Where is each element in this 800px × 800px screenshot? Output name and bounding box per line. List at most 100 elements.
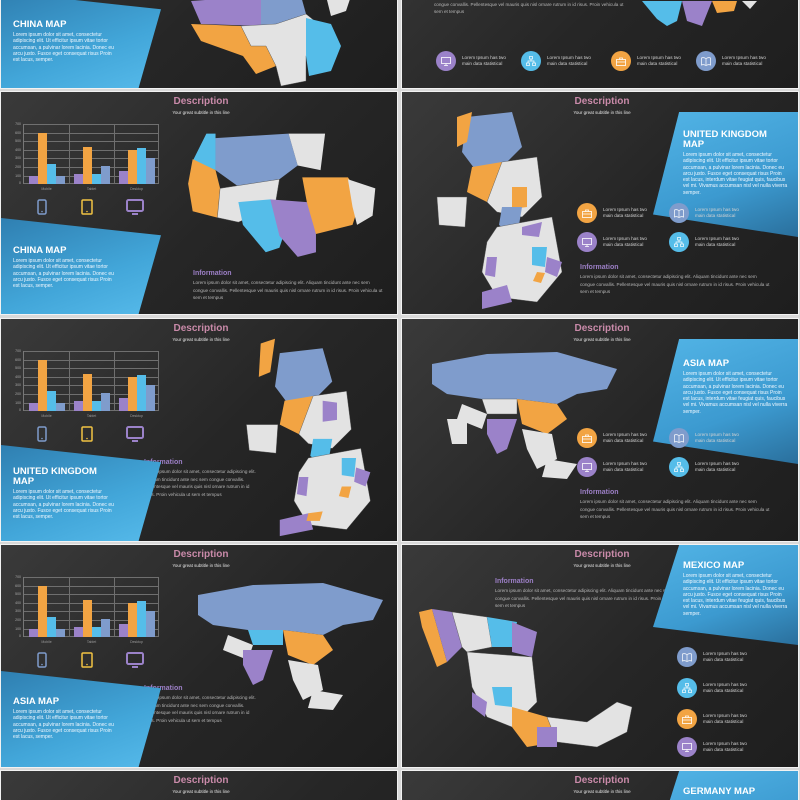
mexico-map — [419, 609, 633, 748]
description-header: Description Your great subtitle in this … — [502, 549, 702, 568]
information-title: Information — [580, 264, 619, 271]
book-icon — [696, 51, 716, 71]
slide-mexico-map[interactable]: Description Your great subtitle in this … — [401, 544, 799, 768]
panel-title: ASIA MAP — [683, 358, 730, 369]
book-icon — [677, 647, 697, 667]
information-body: Lorem ipsum dolor sit amet, consectetur … — [144, 695, 256, 723]
monitor-icon — [126, 652, 144, 668]
panel-body: Lorem ipsum dolor sit amet, consectetur … — [683, 152, 788, 196]
description-header: Description Your great subtitle in this … — [101, 323, 301, 342]
info-panel: MEXICO MAP Lorem ipsum dolor sit amet, c… — [653, 545, 798, 645]
stat-item: Lorem Ipsum has two main data statistical — [677, 737, 758, 757]
book-icon — [669, 203, 689, 223]
panel-body: Lorem ipsum dolor sit amet, consectetur … — [13, 489, 114, 521]
tablet-icon — [81, 652, 93, 668]
stat-item: Lorem Ipsum has two main data statistical — [521, 51, 602, 71]
tablet-icon — [81, 426, 93, 442]
description-subtitle: Your great subtitle in this line — [573, 563, 631, 568]
briefcase-icon — [677, 709, 697, 729]
description-title: Description — [574, 775, 630, 786]
information-title: Information — [193, 270, 232, 277]
information-body: Lorem ipsum dolor sit amet, consectetur … — [193, 280, 383, 300]
device-icons — [21, 199, 161, 219]
information-title: Information — [495, 578, 534, 585]
description-header: Description Your great subtitle in this … — [101, 775, 301, 794]
stat-item: Lorem Ipsum has two main data statistical — [577, 457, 658, 477]
bar-chart: Mobile Tablet Desktop 700 600 500 400 30… — [11, 122, 161, 191]
panel-body: Lorem ipsum dolor sit amet, consectetur … — [683, 573, 788, 617]
monitor-icon — [126, 426, 144, 442]
stat-item: Lorem Ipsum has two main data statistical — [677, 647, 758, 667]
slide-partial-bottom-left[interactable]: Description Your great subtitle in this … — [0, 770, 398, 800]
description-subtitle: Your great subtitle in this line — [573, 337, 631, 342]
panel-body: Lorem ipsum dolor sit amet, consectetur … — [13, 258, 114, 290]
monitor-icon — [577, 232, 597, 252]
information-title: Information — [580, 489, 619, 496]
stat-item: Lorem Ipsum has two main data statistical — [669, 203, 750, 223]
information-title: Information — [144, 459, 183, 466]
information-block: Information Lorem ipsum dolor sit amet, … — [144, 459, 259, 498]
information-block: Information Lorem ipsum dolor sit amet, … — [144, 685, 259, 724]
information-body: Lorem ipsum dolor sit amet, consectetur … — [144, 469, 256, 497]
information-body: Lorem ipsum dolor sit amet, consectetur … — [434, 1, 624, 15]
panel-title: ASIA MAP — [13, 696, 60, 707]
stat-item: Lorem Ipsum has two main data statistical — [696, 51, 777, 71]
description-title: Description — [574, 323, 630, 334]
briefcase-icon — [577, 428, 597, 448]
stat-item: Lorem Ipsum has two main data statistical — [436, 51, 517, 71]
sitemap-icon — [669, 232, 689, 252]
info-panel: UNITED KINGDOM MAP Lorem ipsum dolor sit… — [1, 445, 161, 541]
panel-body: Lorem ipsum dolor sit amet, consectetur … — [13, 32, 114, 64]
panel-title: UNITED KINGDOM MAP — [683, 129, 767, 150]
briefcase-icon — [577, 203, 597, 223]
slide-canada-stats[interactable]: Lorem ipsum dolor sit amet, consectetur … — [401, 0, 799, 89]
stat-item: Lorem Ipsum has two main data statistical — [577, 232, 658, 252]
information-block: Information Lorem ipsum dolor sit amet, … — [495, 578, 685, 610]
information-body: Lorem ipsum dolor sit amet, consectetur … — [580, 499, 770, 519]
canada-map-partial — [642, 1, 757, 26]
slide-united-kingdom-map-chart[interactable]: Description Your great subtitle in this … — [0, 318, 398, 542]
panel-title: CHINA MAP — [13, 245, 67, 256]
slide-asia-map-chart[interactable]: Description Your great subtitle in this … — [0, 544, 398, 768]
panel-title: CHINA MAP — [13, 19, 67, 30]
bar-chart: Mobile Tablet Desktop 700 600 500 400 30… — [11, 575, 161, 644]
description-subtitle: Your great subtitle in this line — [573, 789, 631, 794]
description-header: Description Your great subtitle in this … — [502, 775, 702, 794]
description-subtitle: Your great subtitle in this line — [172, 110, 230, 115]
information-body: Lorem ipsum dolor sit amet, consectetur … — [495, 588, 685, 608]
briefcase-icon — [611, 51, 631, 71]
slide-asia-map[interactable]: Description Your great subtitle in this … — [401, 318, 799, 542]
panel-body: Lorem ipsum dolor sit amet, consectetur … — [13, 709, 114, 741]
description-title: Description — [173, 549, 229, 560]
monitor-icon — [436, 51, 456, 71]
stat-item: Lorem Ipsum has two main data statistical — [669, 232, 750, 252]
description-header: Description Your great subtitle in this … — [101, 549, 301, 568]
information-title: Information — [144, 685, 183, 692]
information-block: Lorem ipsum dolor sit amet, consectetur … — [434, 0, 624, 16]
uk-map — [436, 112, 562, 309]
description-header: Description Your great subtitle in this … — [502, 96, 702, 115]
slide-canada-map-chart[interactable]: Description Your great subtitle in this … — [0, 91, 398, 315]
monitor-icon — [126, 199, 144, 215]
panel-title: GERMANY MAP — [683, 786, 756, 797]
description-subtitle: Your great subtitle in this line — [172, 789, 230, 794]
description-header: Description Your great subtitle in this … — [101, 96, 301, 115]
asia-map — [432, 352, 617, 479]
mobile-icon — [37, 426, 47, 442]
slide-united-kingdom-map[interactable]: Description Your great subtitle in this … — [401, 91, 799, 315]
panel-body: Lorem ipsum dolor sit amet, consectetur … — [683, 371, 788, 415]
slide-germany-map[interactable]: Description Your great subtitle in this … — [401, 770, 799, 800]
info-panel: CHINA MAP Lorem ipsum dolor sit amet, co… — [1, 218, 161, 314]
uk-map — [246, 338, 371, 537]
stat-item: Lorem Ipsum has two main data statistical — [669, 457, 750, 477]
stat-item: Lorem Ipsum has two main data statistical — [577, 428, 658, 448]
info-panel: ASIA MAP Lorem ipsum dolor sit amet, con… — [1, 671, 161, 767]
stat-item: Lorem Ipsum has two main data statistical — [677, 678, 758, 698]
slide-china-map-top[interactable]: CHINA MAP Lorem ipsum dolor sit amet, co… — [0, 0, 398, 89]
information-block: Information Lorem ipsum dolor sit amet, … — [193, 270, 383, 302]
stat-item: Lorem Ipsum has two main data statistical — [669, 428, 750, 448]
mobile-icon — [37, 199, 47, 215]
info-panel: CHINA MAP Lorem ipsum dolor sit amet, co… — [1, 0, 161, 88]
description-subtitle: Your great subtitle in this line — [172, 337, 230, 342]
